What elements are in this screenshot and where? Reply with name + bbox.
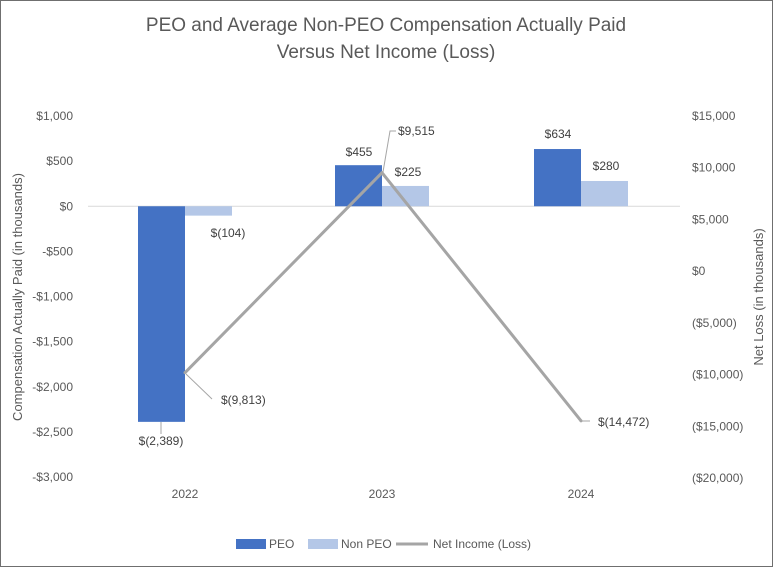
- legend-label: Non PEO: [341, 537, 392, 551]
- legend: PEO Non PEO Net Income (Loss): [236, 537, 531, 551]
- bar-peo-2022: [138, 206, 185, 422]
- y2-tick-label: $10,000: [692, 161, 736, 175]
- legend-swatch-peo: [236, 539, 266, 549]
- data-label-net-income: $(9,813): [221, 393, 266, 407]
- data-label-peo: $(2,389): [139, 434, 184, 448]
- y-tick-label: $0: [60, 199, 74, 213]
- legend-label: Net Income (Loss): [433, 537, 531, 551]
- bar-peo-2024: [534, 149, 581, 207]
- y-axis-ticks: $1,000 $500 $0 -$500 -$1,000 -$1,500 -$2,000 -$…: [32, 109, 73, 484]
- data-label-net-income: $9,515: [398, 124, 435, 138]
- y-tick-label: -$2,000: [32, 380, 73, 394]
- y2-tick-label: $15,000: [692, 109, 736, 123]
- y-tick-label: $500: [46, 154, 73, 168]
- x-tick-label: 2023: [369, 487, 396, 501]
- chart-title-line-2: Versus Net Income (Loss): [277, 42, 496, 63]
- y2-tick-label: $5,000: [692, 212, 729, 226]
- y2-axis-ticks: $15,000 $10,000 $5,000 $0 ($5,000) ($10,000) (…: [692, 109, 743, 485]
- bar-non-peo-2024: [581, 180, 628, 207]
- bar-non-peo-2022: [185, 206, 232, 216]
- line-series: [183, 171, 583, 423]
- line-point-2024: [579, 419, 583, 423]
- y2-tick-label: ($15,000): [692, 419, 743, 433]
- line-net-income: [183, 171, 583, 422]
- x-tick-label: 2022: [172, 487, 199, 501]
- y-tick-label: -$1,000: [32, 290, 73, 304]
- data-label-non-peo: $280: [593, 159, 620, 173]
- y2-axis-title: Net Loss (in thousands): [751, 228, 766, 365]
- data-label-net-income: $(14,472): [598, 415, 649, 429]
- bar-series: [138, 149, 628, 422]
- data-label-peo: $455: [346, 145, 373, 159]
- leader-line: [185, 373, 213, 400]
- data-labels: $(2,389) $455 $634 $(104) $225 $280 $(9,813) $9…: [139, 124, 650, 448]
- y-axis-title: Compensation Actually Paid (in thousands…: [10, 173, 25, 421]
- y2-tick-label: ($20,000): [692, 471, 743, 485]
- x-axis-categories: 2022 2023 2024: [172, 487, 595, 501]
- data-label-non-peo: $(104): [211, 226, 246, 240]
- bar-non-peo-2023: [382, 185, 429, 207]
- line-point-2022: [183, 371, 187, 375]
- y2-tick-label: ($5,000): [692, 316, 737, 330]
- data-label-non-peo: $225: [395, 165, 422, 179]
- y-tick-label: -$1,500: [32, 335, 73, 349]
- bar-peo-2023: [335, 165, 382, 207]
- y-tick-label: -$2,500: [32, 425, 73, 439]
- leader-line: [382, 130, 396, 173]
- y-tick-label: $1,000: [36, 109, 73, 123]
- legend-label: PEO: [269, 537, 294, 551]
- legend-swatch-non-peo: [308, 539, 338, 549]
- y2-tick-label: ($10,000): [692, 368, 743, 382]
- y2-tick-label: $0: [692, 264, 706, 278]
- line-point-2023: [380, 171, 384, 175]
- y-tick-label: -$500: [42, 244, 73, 258]
- x-tick-label: 2024: [568, 487, 595, 501]
- data-label-peo: $634: [545, 127, 572, 141]
- chart-title-line-1: PEO and Average Non-PEO Compensation Act…: [146, 15, 626, 36]
- y-tick-label: -$3,000: [32, 470, 73, 484]
